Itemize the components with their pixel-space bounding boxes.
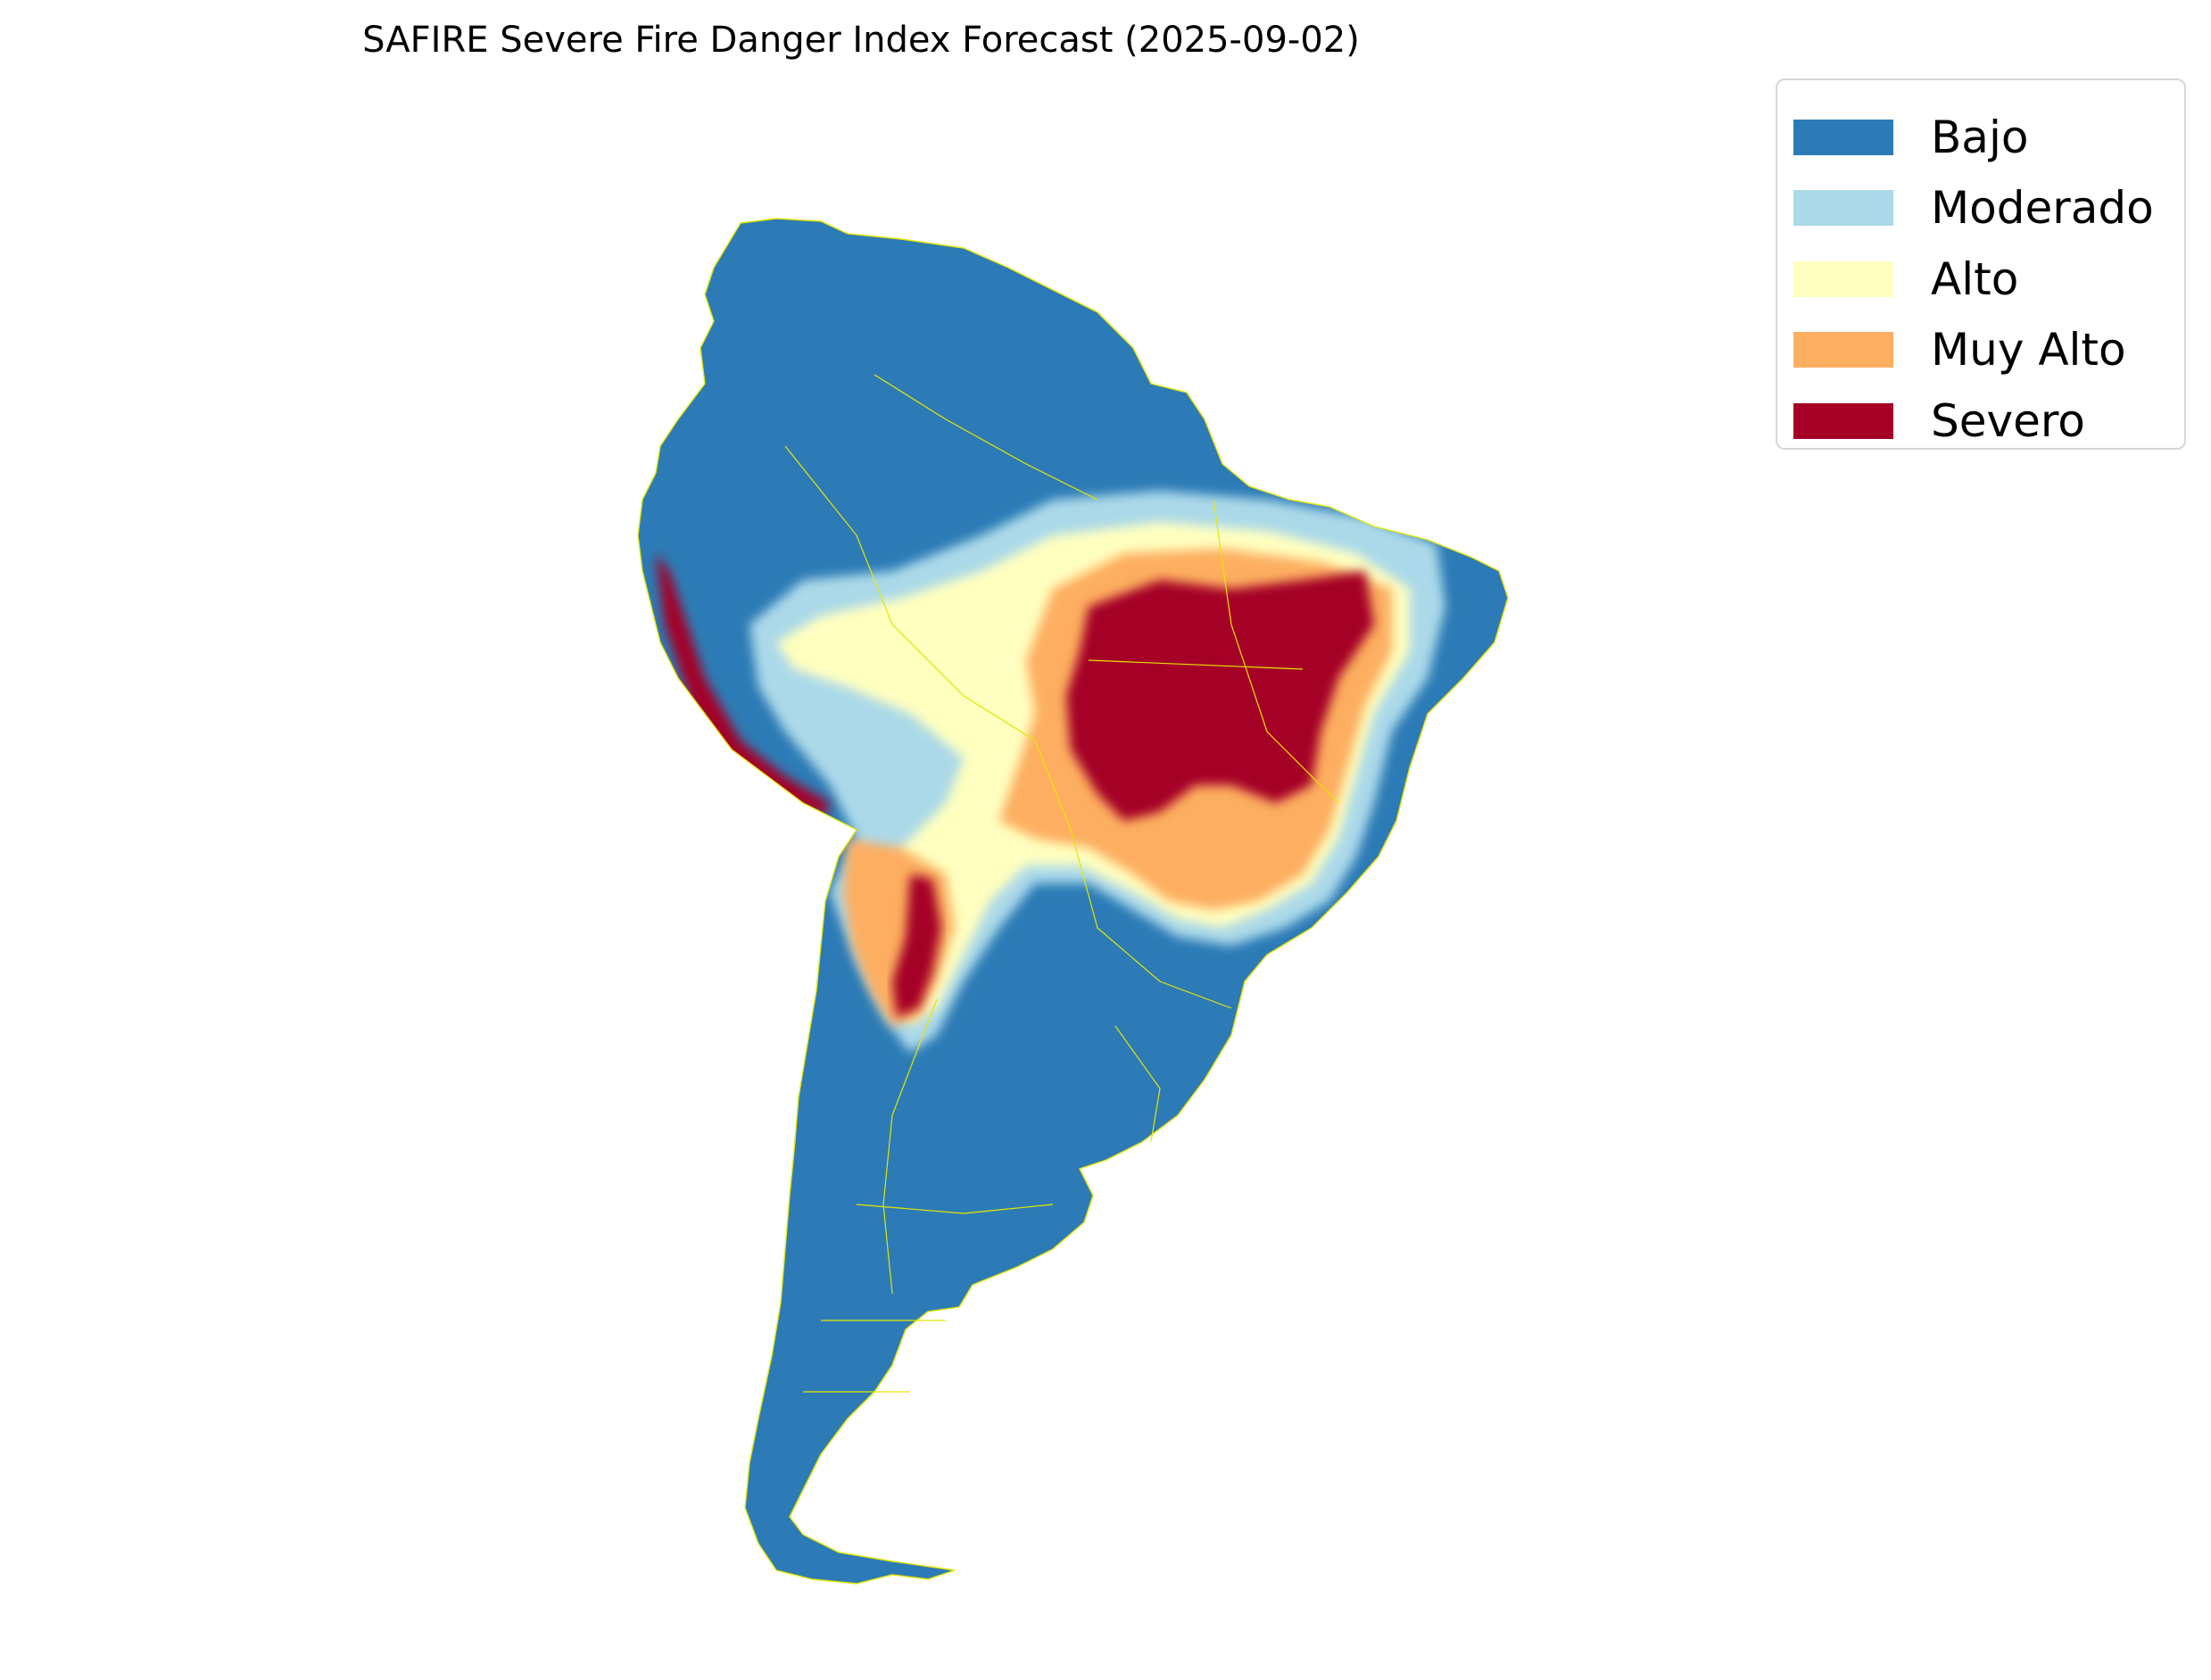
legend-label: Alto [1931, 252, 2019, 305]
legend-item-moderado: Moderado [1793, 173, 2184, 244]
legend-swatch [1793, 332, 1893, 368]
map-title: SAFIRE Severe Fire Danger Index Forecast… [362, 20, 1360, 61]
legend-item-bajo: Bajo [1793, 102, 2184, 173]
legend-label: Muy Alto [1931, 324, 2126, 377]
legend-swatch [1793, 402, 1893, 439]
legend-label: Moderado [1931, 182, 2154, 235]
legend-swatch [1793, 190, 1893, 227]
zone-severo [1066, 571, 1374, 821]
legend-swatch [1793, 119, 1893, 155]
admin-borders [784, 374, 1339, 1393]
legend-label: Severo [1931, 394, 2085, 447]
legend: Bajo Moderado Alto Muy Alto Severo [1776, 79, 2186, 450]
legend-swatch [1793, 261, 1893, 297]
danger-zones [638, 219, 1508, 1584]
legend-item-alto: Alto [1793, 244, 2184, 315]
zone-bajo [638, 219, 1508, 1584]
legend-item-muy-alto: Muy Alto [1793, 315, 2184, 386]
zone-severo-andes [892, 874, 941, 1017]
legend-item-severo: Severo [1793, 385, 2184, 457]
legend-label: Bajo [1931, 111, 2029, 163]
